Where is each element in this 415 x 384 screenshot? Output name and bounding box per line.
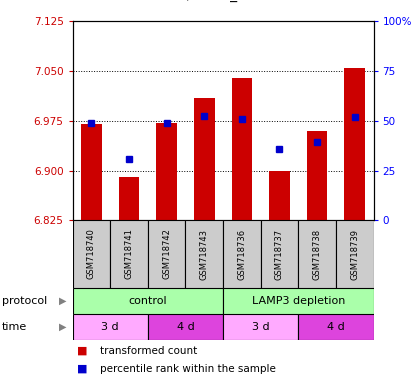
Bar [223, 220, 261, 288]
Text: GSM718739: GSM718739 [350, 228, 359, 280]
Bar [148, 314, 223, 340]
Text: GSM718743: GSM718743 [200, 228, 209, 280]
Bar [194, 98, 215, 220]
Bar [81, 124, 102, 220]
Text: time: time [2, 322, 27, 332]
Bar [148, 220, 186, 288]
Text: GDS5189 / ILMN_3215008: GDS5189 / ILMN_3215008 [117, 0, 298, 2]
Text: ▶: ▶ [59, 322, 66, 332]
Bar [110, 220, 148, 288]
Bar [73, 314, 148, 340]
Text: 3 d: 3 d [252, 322, 269, 332]
Text: protocol: protocol [2, 296, 47, 306]
Text: 4 d: 4 d [327, 322, 345, 332]
Text: 3 d: 3 d [101, 322, 119, 332]
Text: percentile rank within the sample: percentile rank within the sample [100, 364, 276, 374]
Text: GSM718742: GSM718742 [162, 228, 171, 280]
Bar [232, 78, 252, 220]
Bar [223, 314, 298, 340]
Text: ■: ■ [77, 346, 87, 356]
Bar [119, 177, 139, 220]
Text: GSM718738: GSM718738 [312, 228, 322, 280]
Text: 4 d: 4 d [176, 322, 194, 332]
Bar [156, 123, 177, 220]
Bar [336, 220, 374, 288]
Bar [261, 220, 298, 288]
Bar [298, 220, 336, 288]
Bar [307, 131, 327, 220]
Bar [186, 220, 223, 288]
Bar [73, 288, 223, 314]
Text: ▶: ▶ [59, 296, 66, 306]
Bar [269, 170, 290, 220]
Text: transformed count: transformed count [100, 346, 197, 356]
Bar [73, 220, 110, 288]
Text: LAMP3 depletion: LAMP3 depletion [251, 296, 345, 306]
Text: control: control [129, 296, 167, 306]
Bar [298, 314, 374, 340]
Text: ■: ■ [77, 364, 87, 374]
Text: GSM718736: GSM718736 [237, 228, 247, 280]
Bar [223, 288, 374, 314]
Text: GSM718741: GSM718741 [124, 228, 134, 280]
Text: GSM718740: GSM718740 [87, 228, 96, 280]
Text: GSM718737: GSM718737 [275, 228, 284, 280]
Bar [344, 68, 365, 220]
